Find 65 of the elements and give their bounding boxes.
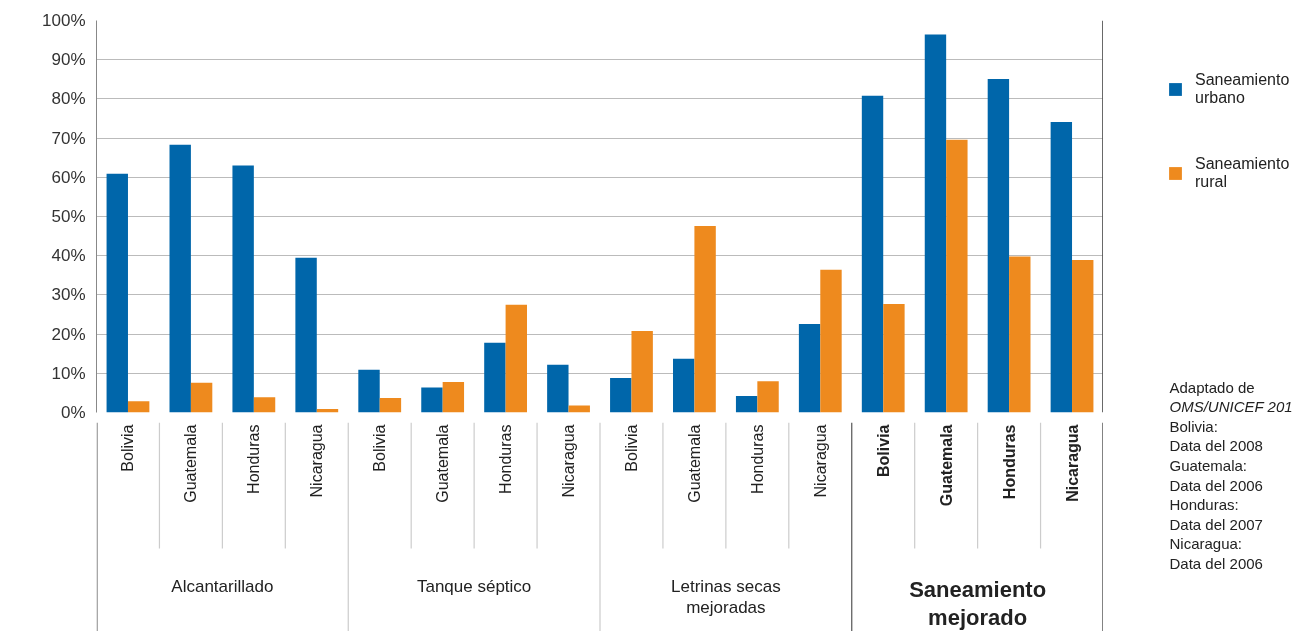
x-tick-label: Bolivia: [371, 424, 389, 472]
y-tick-label: 100%: [42, 11, 86, 30]
bar: [1072, 260, 1094, 413]
x-tick-label: Nicaragua: [1063, 424, 1081, 502]
y-tick-label: 0%: [60, 403, 86, 422]
y-tick-label: 30%: [51, 285, 86, 305]
y-tick-label: 20%: [51, 324, 86, 344]
bar: [568, 405, 590, 413]
y-tick-label: 80%: [51, 89, 86, 109]
x-tick-label: Bolivia: [119, 424, 137, 472]
x-tick-label: Honduras: [497, 424, 515, 494]
x-tick-label: Nicaragua: [811, 424, 829, 498]
bar: [190, 382, 213, 413]
text: Adaptado de OMS/UNICEF 201 Bolivia: Data del 2008 Guatemala: Data del 2006 Honduras: Data del 2007 Nicaragua: Data del 2006: [1169, 378, 1293, 572]
x-tick-label: Honduras: [1000, 424, 1018, 500]
bar: [1050, 122, 1073, 413]
x-tick-label: Nicaragua: [560, 424, 578, 498]
y-tick-label: 60%: [51, 167, 86, 187]
x-tick-label: Honduras: [748, 424, 766, 494]
bar: [379, 398, 402, 413]
bar: [820, 269, 842, 413]
text: Letrinas secas mejoradas: [671, 576, 781, 618]
bar: [987, 78, 1010, 413]
bar: [442, 381, 465, 413]
legend-label: Saneamiento rural: [1195, 155, 1290, 191]
bar: [106, 173, 128, 413]
bar: [694, 225, 716, 413]
x-tick-label: Honduras: [245, 424, 263, 494]
bar: [169, 144, 191, 413]
bar: [757, 381, 779, 413]
x-tick-label: Bolivia: [874, 424, 892, 477]
x-tick-label: Guatemala: [685, 424, 703, 503]
bar: [673, 358, 695, 413]
bar: [735, 396, 758, 413]
bar: [253, 397, 276, 413]
bar: [610, 378, 632, 413]
x-tick-label: Bolivia: [622, 424, 640, 472]
bar: [421, 387, 443, 413]
y-tick-label: 90%: [51, 50, 86, 70]
legend-label: Saneamiento urbano: [1195, 71, 1290, 107]
y-tick-label: 70%: [51, 128, 86, 148]
bar: [232, 165, 254, 413]
x-tick-label: Guatemala: [937, 424, 955, 507]
bar: [505, 304, 527, 413]
bar: [127, 401, 150, 413]
x-tick-label: Nicaragua: [308, 424, 326, 498]
bar: [861, 95, 884, 413]
bar: [883, 303, 905, 413]
text: Alcantarillado: [171, 576, 274, 596]
y-tick-label: 50%: [51, 207, 86, 226]
bar: [358, 369, 380, 413]
y-tick-label: 10%: [51, 363, 86, 383]
x-tick-label: Guatemala: [182, 424, 200, 503]
bar: [631, 330, 653, 413]
bar: [1009, 256, 1031, 413]
text: Tanque séptico: [416, 576, 532, 596]
text: Saneamiento mejorado: [909, 576, 1047, 631]
bar: [484, 342, 506, 413]
y-tick-label: 40%: [51, 246, 86, 266]
x-tick-label: Guatemala: [434, 424, 452, 503]
bar: [924, 34, 947, 413]
bar: [946, 139, 968, 413]
bar: [547, 364, 569, 413]
bar: [295, 257, 317, 413]
bar: [798, 323, 821, 413]
